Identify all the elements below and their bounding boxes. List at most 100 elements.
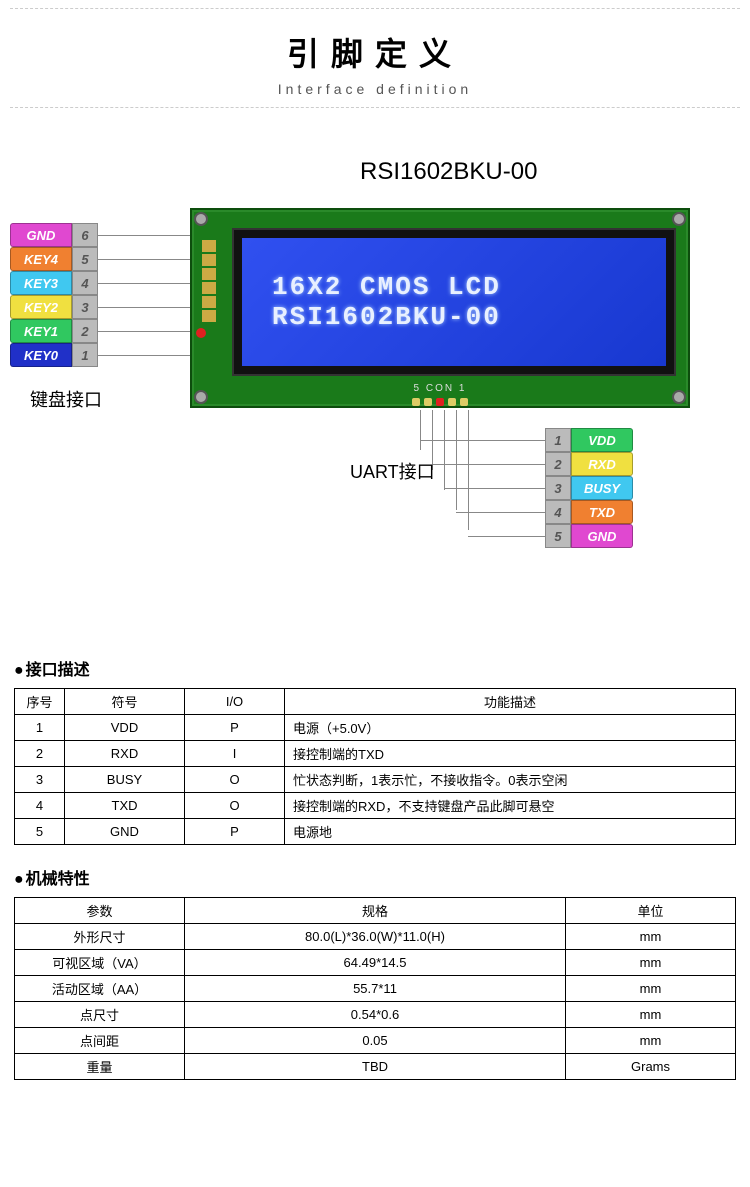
table-cell: VDD: [65, 715, 185, 741]
table-cell: mm: [566, 976, 736, 1002]
pin-name-label: VDD: [571, 428, 633, 452]
keyboard-pin-row: KEY01: [10, 343, 98, 367]
mechanical-table: 参数规格单位外形尺寸80.0(L)*36.0(W)*11.0(H)mm可视区域（…: [14, 897, 736, 1080]
table-cell: 外形尺寸: [15, 924, 185, 950]
side-header-pins: [202, 240, 216, 322]
pin-number: 2: [545, 452, 571, 476]
pin-name-label: KEY2: [10, 295, 72, 319]
connector-label: 5 CON 1: [414, 383, 467, 394]
pin-name-label: RXD: [571, 452, 633, 476]
keyboard-pin-row: KEY12: [10, 319, 98, 343]
table-cell: mm: [566, 924, 736, 950]
pin-number: 3: [72, 295, 98, 319]
table-cell: TXD: [65, 793, 185, 819]
keyboard-pin-row: GND6: [10, 223, 98, 247]
table-cell: 点尺寸: [15, 1002, 185, 1028]
uart-pin-group: 1VDD2RXD3BUSY4TXD5GND: [545, 428, 633, 548]
table-cell: Grams: [566, 1054, 736, 1080]
table-cell: 点间距: [15, 1028, 185, 1054]
keyboard-pin-row: KEY23: [10, 295, 98, 319]
table-cell: 活动区域（AA）: [15, 976, 185, 1002]
table-cell: O: [185, 793, 285, 819]
pin-name-label: KEY4: [10, 247, 72, 271]
screw-hole: [194, 390, 208, 404]
pin-name-label: GND: [571, 524, 633, 548]
pin1-marker: [196, 328, 206, 338]
pin-number: 2: [72, 319, 98, 343]
pinout-diagram: RSI1602BKU-00 GND6KEY45KEY34KEY23KEY12KE…: [0, 138, 750, 638]
table-cell: P: [185, 715, 285, 741]
table-row: 3BUSYO忙状态判断，1表示忙，不接收指令。0表示空闲: [15, 767, 736, 793]
screw-hole: [194, 212, 208, 226]
interface-table: 序号符号I/O功能描述1VDDP电源（+5.0V）2RXDI接控制端的TXD3B…: [14, 688, 736, 845]
table-row: 重量TBDGrams: [15, 1054, 736, 1080]
keyboard-pin-group: GND6KEY45KEY34KEY23KEY12KEY01: [10, 223, 98, 367]
interface-desc-title: 接口描述: [14, 656, 736, 680]
table-header: 符号: [65, 689, 185, 715]
page-header: 引脚定义 Interface definition: [10, 8, 740, 108]
pin-name-label: GND: [10, 223, 72, 247]
pin-number: 5: [72, 247, 98, 271]
table-cell: BUSY: [65, 767, 185, 793]
table-cell: 可视区域（VA）: [15, 950, 185, 976]
table-cell: 55.7*11: [185, 976, 566, 1002]
table-cell: 接控制端的RXD，不支持键盘产品此脚可悬空: [285, 793, 736, 819]
pin-name-label: TXD: [571, 500, 633, 524]
screw-hole: [672, 390, 686, 404]
table-cell: O: [185, 767, 285, 793]
table-header: I/O: [185, 689, 285, 715]
table-cell: mm: [566, 950, 736, 976]
table-cell: mm: [566, 1028, 736, 1054]
table-cell: 64.49*14.5: [185, 950, 566, 976]
pin-number: 3: [545, 476, 571, 500]
table-cell: TBD: [185, 1054, 566, 1080]
pin-number: 5: [545, 524, 571, 548]
table-cell: I: [185, 741, 285, 767]
uart-pin-row: 1VDD: [545, 428, 633, 452]
table-cell: GND: [65, 819, 185, 845]
pin-number: 1: [545, 428, 571, 452]
table-row: 可视区域（VA）64.49*14.5mm: [15, 950, 736, 976]
table-row: 2RXDI接控制端的TXD: [15, 741, 736, 767]
table-cell: 0.54*0.6: [185, 1002, 566, 1028]
table-cell: 1: [15, 715, 65, 741]
table-row: 点间距0.05mm: [15, 1028, 736, 1054]
table-header: 单位: [566, 898, 736, 924]
model-number: RSI1602BKU-00: [360, 158, 537, 186]
uart-pin-row: 2RXD: [545, 452, 633, 476]
lcd-screen: 16X2 CMOS LCD RSI1602BKU-00: [242, 238, 666, 366]
uart-pin-row: 3BUSY: [545, 476, 633, 500]
table-row: 5GNDP电源地: [15, 819, 736, 845]
pin-number: 4: [72, 271, 98, 295]
table-cell: mm: [566, 1002, 736, 1028]
keyboard-interface-label: 键盘接口: [30, 386, 102, 412]
pin-name-label: BUSY: [571, 476, 633, 500]
screw-hole: [672, 212, 686, 226]
lcd-line1: 16X2 CMOS LCD: [272, 272, 666, 302]
table-header: 功能描述: [285, 689, 736, 715]
interface-desc-section: 接口描述 序号符号I/O功能描述1VDDP电源（+5.0V）2RXDI接控制端的…: [14, 656, 736, 845]
table-cell: 80.0(L)*36.0(W)*11.0(H): [185, 924, 566, 950]
table-cell: 5: [15, 819, 65, 845]
table-cell: 接控制端的TXD: [285, 741, 736, 767]
uart-pin-row: 5GND: [545, 524, 633, 548]
table-row: 点尺寸0.54*0.6mm: [15, 1002, 736, 1028]
table-row: 活动区域（AA）55.7*11mm: [15, 976, 736, 1002]
pin-name-label: KEY0: [10, 343, 72, 367]
title-english: Interface definition: [10, 81, 740, 97]
uart-header-pins: [412, 398, 468, 406]
table-cell: 4: [15, 793, 65, 819]
mechanical-section: 机械特性 参数规格单位外形尺寸80.0(L)*36.0(W)*11.0(H)mm…: [14, 865, 736, 1080]
uart-pin-row: 4TXD: [545, 500, 633, 524]
table-cell: 重量: [15, 1054, 185, 1080]
table-row: 1VDDP电源（+5.0V）: [15, 715, 736, 741]
table-cell: 电源地: [285, 819, 736, 845]
table-header: 参数: [15, 898, 185, 924]
table-row: 4TXDO接控制端的RXD，不支持键盘产品此脚可悬空: [15, 793, 736, 819]
keyboard-pin-row: KEY45: [10, 247, 98, 271]
table-cell: 3: [15, 767, 65, 793]
lcd-line2: RSI1602BKU-00: [272, 302, 666, 332]
pin-number: 4: [545, 500, 571, 524]
table-cell: RXD: [65, 741, 185, 767]
mechanical-title: 机械特性: [14, 865, 736, 889]
